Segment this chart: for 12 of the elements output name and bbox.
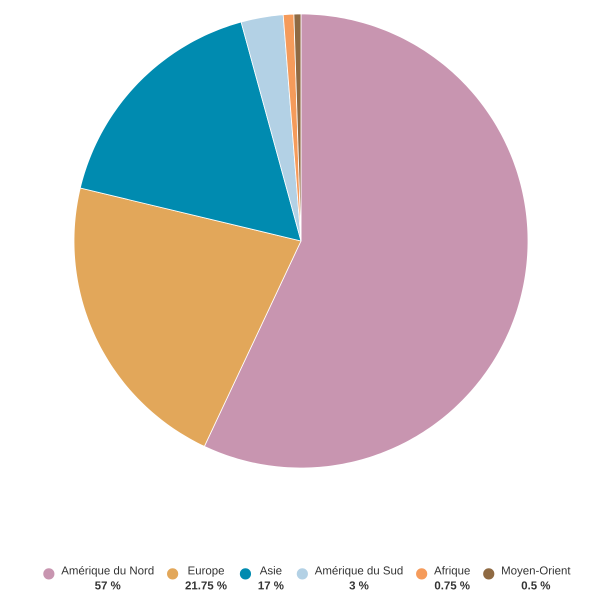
legend-label: Moyen-Orient [502, 566, 570, 577]
data-label: 17 % [258, 581, 284, 590]
data-label: 21.75 % [185, 581, 227, 590]
data-label: 57 % [95, 581, 120, 590]
legend-label: Amérique du Sud [314, 566, 402, 577]
data-label: 0.75 % [434, 581, 470, 590]
legend-label: Asie [260, 566, 282, 575]
legend-label: Amérique du Nord [61, 566, 154, 577]
data-label: 3 % [349, 581, 369, 590]
data-label: 0.5 % [522, 581, 550, 590]
legend-label: Afrique [434, 566, 470, 577]
legend-label: Europe [188, 566, 224, 577]
